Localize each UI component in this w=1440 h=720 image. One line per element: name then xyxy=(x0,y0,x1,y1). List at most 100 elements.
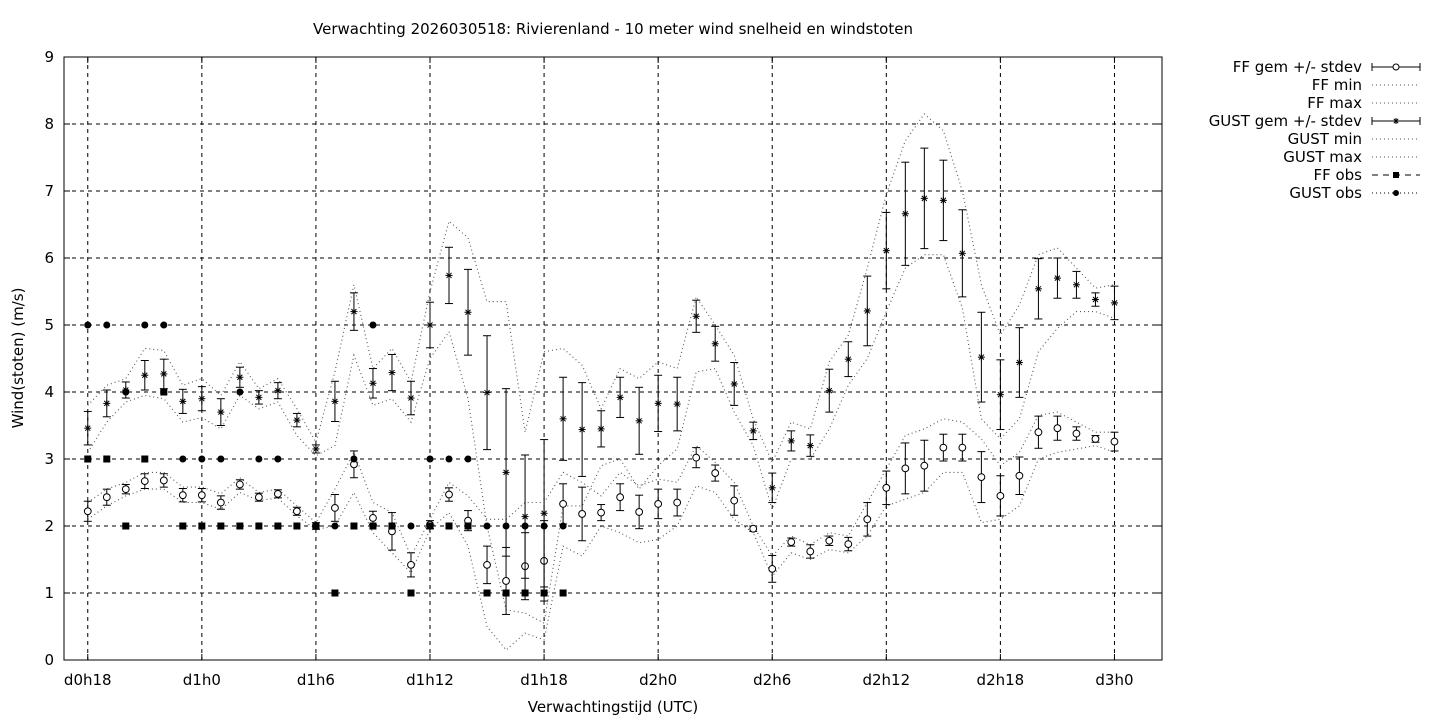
ff-obs-point xyxy=(331,589,339,597)
ff-obs-point xyxy=(217,522,225,530)
x-tick-label: d1h0 xyxy=(183,671,221,689)
gust-obs-point xyxy=(445,455,453,463)
ff-max-line xyxy=(87,411,1115,558)
star-stroke xyxy=(921,195,928,202)
star-stroke xyxy=(256,394,262,401)
gust-mean-point xyxy=(1072,281,1080,289)
gust-mean-point xyxy=(331,397,339,405)
legend-label: FF min xyxy=(1312,76,1362,94)
star-stroke xyxy=(237,374,243,381)
ff-mean-point xyxy=(273,489,282,498)
x-tick-label: d0h18 xyxy=(64,671,112,689)
gust-obs-point xyxy=(141,321,149,329)
ff-mean-point xyxy=(825,536,834,545)
ff-obs-point xyxy=(122,522,130,530)
ff-obs-point xyxy=(350,522,358,530)
star-stroke xyxy=(579,426,585,433)
legend-item: FF min xyxy=(1312,76,1420,94)
star-stroke xyxy=(712,340,719,347)
gust-mean-point xyxy=(464,308,472,316)
gust-mean-point xyxy=(977,353,985,361)
y-tick-label: 8 xyxy=(44,115,54,133)
star-stroke xyxy=(389,369,395,376)
gust-mean-point xyxy=(711,340,719,348)
ff-obs-point xyxy=(160,388,168,396)
star-stroke xyxy=(484,389,490,396)
gust-obs-point xyxy=(407,522,415,530)
gust-mean-point xyxy=(597,425,605,433)
plot-frame xyxy=(63,56,1163,661)
ff-mean-point xyxy=(958,443,967,452)
gust-obs-point xyxy=(217,455,225,463)
ff-obs-point xyxy=(540,589,548,597)
ff-mean-point xyxy=(140,477,149,486)
ff-mean-point xyxy=(597,508,606,517)
star-stroke xyxy=(560,415,566,422)
gust-obs-point xyxy=(236,388,244,396)
star-stroke xyxy=(1016,359,1023,366)
gust-mean-point xyxy=(103,399,111,407)
gust-mean-point xyxy=(445,271,453,279)
ff-mean-point xyxy=(749,524,758,533)
gust-mean-point xyxy=(1053,274,1061,282)
ff-mean-point xyxy=(939,443,948,452)
x-tick-label: d2h6 xyxy=(753,671,791,689)
ff-mean-point xyxy=(235,480,244,489)
gust-obs-point xyxy=(369,321,377,329)
gust-mean-point xyxy=(1034,285,1042,293)
x-tick-label: d2h0 xyxy=(639,671,677,689)
gust-mean-point xyxy=(692,312,700,320)
gust-mean-point xyxy=(749,427,757,435)
gust-mean-point xyxy=(369,379,377,387)
ff-min-line xyxy=(87,445,1115,651)
gust-obs-point xyxy=(540,522,548,530)
star-stroke xyxy=(179,398,186,405)
ff-obs-point xyxy=(236,522,244,530)
ff-mean-point xyxy=(692,453,701,462)
gust-mean-point xyxy=(293,416,301,424)
ff-mean-point xyxy=(711,469,720,477)
gust-mean-point xyxy=(635,417,643,425)
star-stroke xyxy=(959,250,966,257)
gust-mean-point xyxy=(198,395,206,403)
ff-mean-point xyxy=(369,514,377,522)
gust-mean-point xyxy=(920,194,928,202)
legend-item: FF obs xyxy=(1313,166,1420,184)
gust-mean-point xyxy=(521,513,529,521)
ff-mean-point xyxy=(159,476,168,485)
gust-mean-point xyxy=(483,389,491,397)
ff-obs-point xyxy=(426,522,434,530)
legend-sample-marker xyxy=(1393,172,1399,178)
ff-mean-point xyxy=(863,515,872,524)
gust-mean-point xyxy=(540,509,548,517)
gust-mean-point xyxy=(825,387,833,395)
legend-item: GUST min xyxy=(1288,130,1420,148)
gust-mean-point xyxy=(179,397,187,405)
star-stroke xyxy=(902,210,909,217)
star-stroke xyxy=(370,380,376,387)
star-stroke xyxy=(218,409,224,415)
star-stroke xyxy=(845,356,852,363)
gust-mean-point xyxy=(407,394,415,402)
ff-mean-point xyxy=(901,464,910,473)
gust-min-line xyxy=(87,254,1115,624)
star-stroke xyxy=(636,417,642,424)
ff-mean-point xyxy=(1034,428,1043,437)
star-stroke xyxy=(864,308,871,314)
star-stroke xyxy=(997,391,1004,398)
gust-mean-point xyxy=(939,196,947,204)
x-tick-label: d3h0 xyxy=(1095,671,1133,689)
ff-mean-point xyxy=(635,508,644,516)
y-tick-label: 2 xyxy=(44,517,54,535)
gust-mean-point xyxy=(863,307,871,315)
gust-mean-point xyxy=(806,442,814,450)
gust-mean-point xyxy=(84,424,92,432)
ff-mean-point xyxy=(1053,424,1062,433)
star-stroke xyxy=(1111,300,1118,306)
ff-obs-point xyxy=(141,455,149,463)
gust-mean-point xyxy=(350,308,358,316)
star-stroke xyxy=(769,484,776,491)
star-stroke xyxy=(103,400,110,407)
gust-mean-point xyxy=(730,380,738,388)
